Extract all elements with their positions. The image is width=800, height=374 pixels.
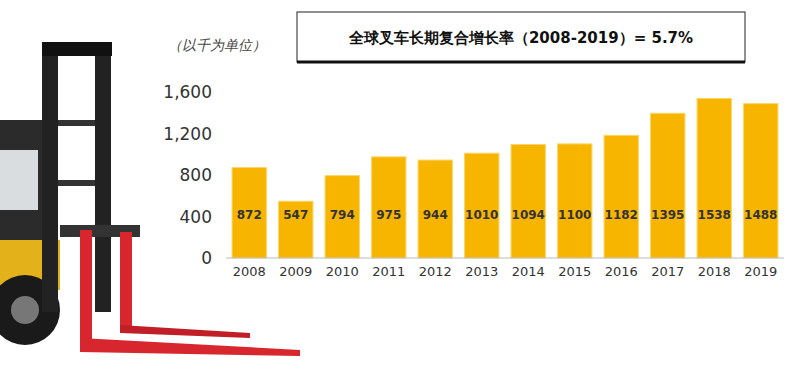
forklift-mast-top <box>42 42 112 56</box>
x-tick-label: 2015 <box>558 264 591 279</box>
data-label: 1100 <box>558 208 591 222</box>
data-label: 872 <box>237 208 262 222</box>
bar <box>558 144 592 258</box>
y-tick <box>220 175 224 176</box>
y-tick <box>220 133 224 134</box>
y-axis <box>222 92 223 258</box>
forklift-hub <box>11 296 39 324</box>
x-tick-label: 2017 <box>651 264 684 279</box>
forklift-mast <box>95 42 111 312</box>
forklift-crossbar <box>58 120 95 126</box>
x-axis <box>226 258 784 259</box>
data-label: 547 <box>283 208 308 222</box>
forklift-window <box>0 150 38 210</box>
bar <box>325 176 359 258</box>
x-tick-label: 2011 <box>372 264 405 279</box>
data-label: 1010 <box>465 208 498 222</box>
y-tick-label: 1,600 <box>163 82 212 102</box>
x-tick-label: 2009 <box>279 264 312 279</box>
y-tick-label: 1,200 <box>163 124 212 144</box>
data-label: 1488 <box>744 208 777 222</box>
x-tick-label: 2018 <box>698 264 731 279</box>
data-label: 1395 <box>651 208 684 222</box>
bar <box>279 201 313 258</box>
bar <box>232 168 266 258</box>
x-tick-label: 2010 <box>326 264 359 279</box>
data-label: 794 <box>330 208 355 222</box>
y-tick-label: 0 <box>201 248 212 268</box>
bar <box>651 113 685 258</box>
y-tick-label: 400 <box>180 207 212 227</box>
y-tick <box>220 216 224 217</box>
title-underline <box>297 61 745 64</box>
x-tick-label: 2019 <box>744 264 777 279</box>
y-tick-label: 800 <box>180 165 212 185</box>
x-tick-label: 2012 <box>419 264 452 279</box>
x-tick-label: 2008 <box>233 264 266 279</box>
forklift-fork <box>120 325 250 338</box>
bar <box>604 135 638 258</box>
title-box <box>297 12 745 62</box>
data-label: 975 <box>376 208 401 222</box>
bar <box>372 157 406 258</box>
x-tick-label: 2016 <box>605 264 638 279</box>
forklift-fork <box>80 230 92 345</box>
forklift-fork <box>120 232 132 332</box>
data-label: 1182 <box>605 208 638 222</box>
data-label: 944 <box>423 208 448 222</box>
forklift-illustration <box>0 42 300 356</box>
bar <box>697 98 731 258</box>
data-label: 1538 <box>698 208 731 222</box>
chart-root: 全球叉车长期复合增长率（2008-2019）= 5.7% （以千为单位） 0 400 8… <box>0 0 800 374</box>
x-tick-label: 2013 <box>465 264 498 279</box>
x-tick-label: 2014 <box>512 264 545 279</box>
bar <box>744 104 778 258</box>
forklift-fork <box>80 338 300 356</box>
forklift-crossbar <box>58 180 95 186</box>
unit-label: （以千为单位） <box>168 37 266 53</box>
bar <box>418 160 452 258</box>
forklift-mast <box>42 42 58 312</box>
chart-title: 全球叉车长期复合增长率（2008-2019）= 5.7% <box>348 29 693 47</box>
bar <box>465 153 499 258</box>
bar <box>511 144 545 258</box>
data-label: 1094 <box>512 208 545 222</box>
